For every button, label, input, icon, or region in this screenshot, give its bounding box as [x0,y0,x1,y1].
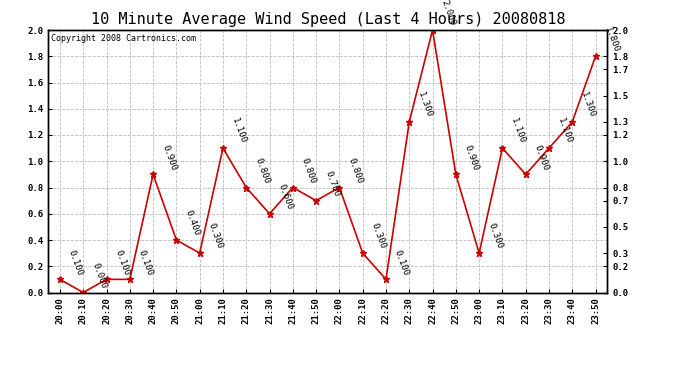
Text: 0.100: 0.100 [393,248,411,277]
Text: 1.100: 1.100 [230,117,248,146]
Text: 0.300: 0.300 [486,222,504,251]
Text: 0.300: 0.300 [370,222,387,251]
Text: 1.100: 1.100 [509,117,527,146]
Text: 0.000: 0.000 [90,261,108,290]
Text: 0.900: 0.900 [463,143,480,172]
Text: 1.100: 1.100 [556,117,573,146]
Text: 0.300: 0.300 [206,222,224,251]
Text: 0.800: 0.800 [346,156,364,185]
Title: 10 Minute Average Wind Speed (Last 4 Hours) 20080818: 10 Minute Average Wind Speed (Last 4 Hou… [90,12,565,27]
Text: Copyright 2008 Cartronics.com: Copyright 2008 Cartronics.com [51,34,196,43]
Text: 0.900: 0.900 [533,143,551,172]
Text: 0.800: 0.800 [299,156,317,185]
Text: 0.100: 0.100 [113,248,131,277]
Text: 0.100: 0.100 [67,248,85,277]
Text: 1.300: 1.300 [416,91,434,119]
Text: 0.800: 0.800 [253,156,271,185]
Text: 1.800: 1.800 [602,25,620,54]
Text: 0.400: 0.400 [184,209,201,237]
Text: 0.700: 0.700 [323,170,341,198]
Text: 0.100: 0.100 [137,248,155,277]
Text: 2.000: 2.000 [440,0,457,27]
Text: 0.900: 0.900 [160,143,178,172]
Text: 0.600: 0.600 [277,183,294,211]
Text: 1.300: 1.300 [579,91,597,119]
